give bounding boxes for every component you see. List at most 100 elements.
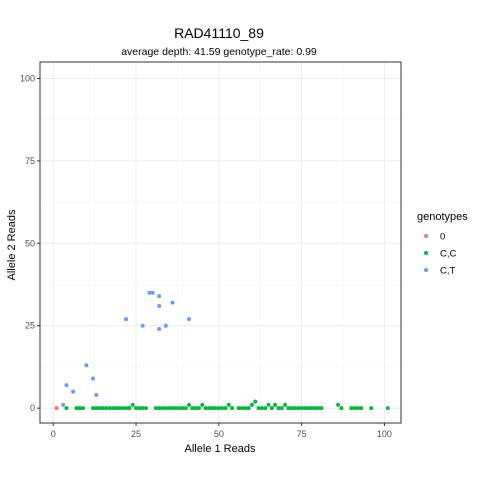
- data-point-c-t: [84, 363, 89, 368]
- data-point-c-c: [276, 406, 281, 411]
- data-point-c-c: [153, 406, 158, 411]
- data-point-c-c: [243, 406, 248, 411]
- data-point-c-c: [180, 406, 185, 411]
- data-point-c-t: [64, 383, 69, 388]
- data-point-c-c: [302, 406, 307, 411]
- data-point-c-c: [110, 406, 115, 411]
- data-point-c-c: [263, 406, 268, 411]
- data-point-c-c: [77, 406, 82, 411]
- data-point-c-c: [137, 406, 142, 411]
- data-point-c-t: [157, 303, 162, 308]
- data-point-c-c: [183, 406, 188, 411]
- data-point-c-c: [163, 406, 168, 411]
- data-points: [54, 290, 390, 411]
- data-point-c-c: [249, 402, 254, 407]
- data-point-c-c: [352, 406, 357, 411]
- data-point-c-c: [187, 402, 192, 407]
- data-point-c-t: [90, 376, 95, 381]
- data-point-c-c: [316, 406, 321, 411]
- data-point-c-c: [213, 406, 218, 411]
- legend-key-c-c: [424, 251, 428, 255]
- data-point-c-c: [240, 406, 245, 411]
- x-tick-label: 100: [377, 429, 392, 439]
- data-point-c-c: [226, 402, 231, 407]
- data-point-c-c: [64, 406, 69, 411]
- data-point-c-c: [117, 406, 122, 411]
- x-axis: 0 25 50 75 100: [51, 423, 392, 439]
- data-point-c-c: [279, 406, 284, 411]
- data-point-c-c: [309, 406, 314, 411]
- data-point-c-c: [253, 399, 258, 404]
- data-point-c-c: [130, 402, 135, 407]
- data-point-c-c: [81, 406, 86, 411]
- data-point-c-t: [94, 392, 99, 397]
- x-tick-label: 50: [214, 429, 224, 439]
- data-point-c-c: [90, 406, 95, 411]
- x-tick-label: 25: [131, 429, 141, 439]
- data-point-c-c: [107, 406, 112, 411]
- x-tick-label: 0: [51, 429, 56, 439]
- x-tick-label: 75: [297, 429, 307, 439]
- data-point-c-c: [196, 406, 201, 411]
- data-point-c-c: [296, 406, 301, 411]
- data-point-c-c: [143, 406, 148, 411]
- y-axis: 0 25 50 75 100: [20, 73, 40, 413]
- data-point-c-c: [306, 406, 311, 411]
- data-point-c-c: [283, 402, 288, 407]
- data-point-c-c: [336, 402, 341, 407]
- data-point-c-c: [319, 406, 324, 411]
- data-point-c-c: [170, 406, 175, 411]
- data-point-c-c: [127, 406, 132, 411]
- data-point-c-c: [230, 406, 235, 411]
- data-point-c-t: [170, 300, 175, 305]
- data-point-c-c: [246, 406, 251, 411]
- legend-title: genotypes: [417, 211, 468, 223]
- data-point-c-c: [266, 402, 271, 407]
- data-point-c-c: [104, 406, 109, 411]
- y-tick-label: 25: [25, 321, 35, 331]
- y-tick-label: 0: [30, 403, 35, 413]
- data-point-c-c: [355, 406, 360, 411]
- data-point-c-c: [100, 406, 105, 411]
- data-point-c-c: [349, 406, 354, 411]
- legend-key-0: [424, 234, 428, 238]
- data-point-c-c: [97, 406, 102, 411]
- data-point-c-c: [269, 406, 274, 411]
- data-point-c-c: [359, 406, 364, 411]
- chart-title: RAD41110_89: [174, 25, 264, 41]
- data-point-c-c: [206, 406, 211, 411]
- data-point-c-t: [157, 294, 162, 299]
- data-point-c-c: [210, 406, 215, 411]
- data-point-c-c: [236, 406, 241, 411]
- data-point-c-c: [299, 406, 304, 411]
- data-point-c-c: [273, 402, 278, 407]
- y-tick-label: 100: [20, 73, 35, 83]
- chart-subtitle: average depth: 41.59 genotype_rate: 0.99: [121, 46, 317, 58]
- data-point-c-c: [134, 406, 139, 411]
- y-tick-label: 50: [25, 238, 35, 248]
- data-point-c-c: [223, 406, 228, 411]
- data-point-c-c: [124, 406, 129, 411]
- data-point-c-c: [200, 402, 205, 407]
- data-point-c-c: [293, 406, 298, 411]
- data-point-c-c: [114, 406, 119, 411]
- data-point-c-t: [163, 323, 168, 328]
- data-point-0: [54, 406, 59, 411]
- legend-label-c-c: C,C: [440, 249, 457, 260]
- data-point-c-t: [187, 317, 192, 322]
- data-point-c-c: [312, 406, 317, 411]
- data-point-c-t: [140, 323, 145, 328]
- data-point-c-c: [120, 406, 125, 411]
- y-axis-label: Allele 2 Reads: [6, 209, 18, 280]
- data-point-c-c: [289, 406, 294, 411]
- legend: genotypes 0 C,C C,T: [417, 211, 468, 277]
- data-point-c-t: [61, 402, 66, 407]
- data-point-c-t: [147, 290, 152, 295]
- data-point-c-t: [150, 290, 155, 295]
- data-point-c-t: [71, 389, 76, 394]
- data-point-c-c: [160, 406, 165, 411]
- data-point-c-c: [177, 406, 182, 411]
- x-axis-label: Allele 1 Reads: [185, 443, 256, 455]
- data-point-c-c: [190, 406, 195, 411]
- plot-panel: [39, 61, 402, 424]
